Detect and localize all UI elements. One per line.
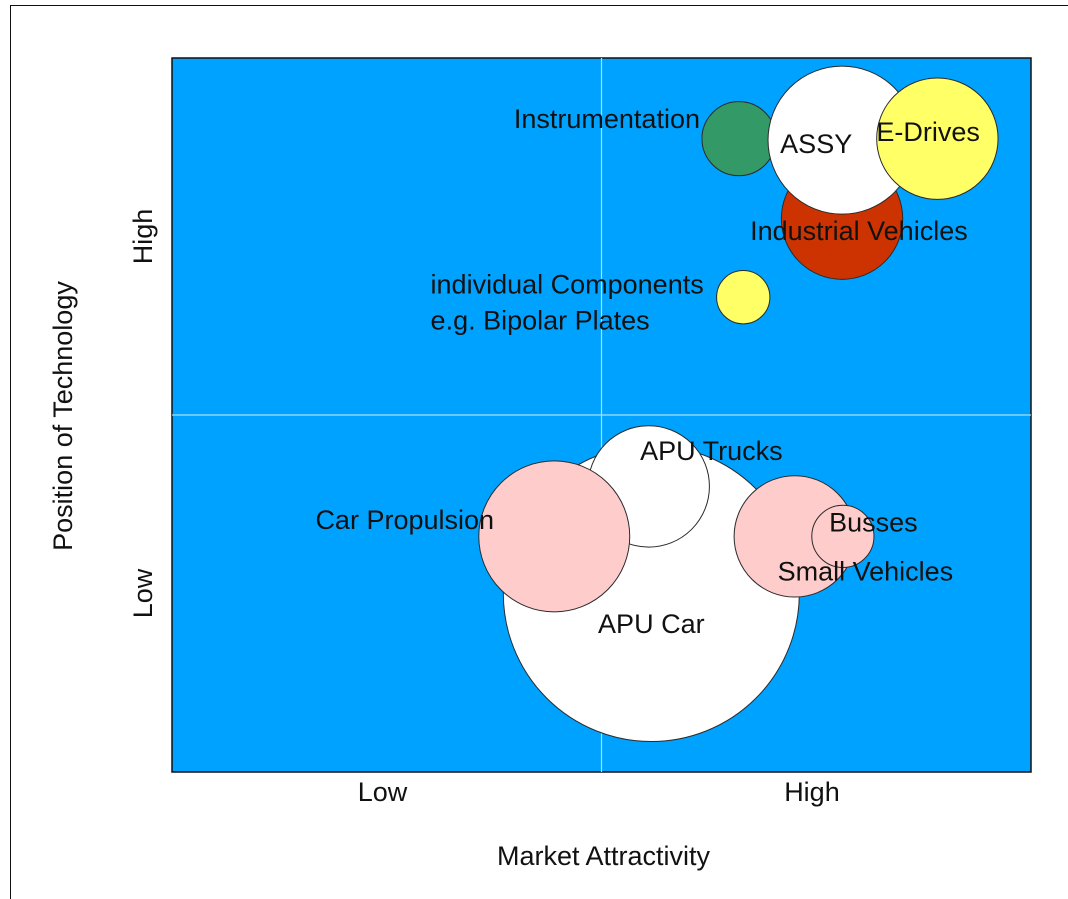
- axes: Market Attractivity Position of Technolo…: [48, 209, 840, 871]
- bubble-car-propulsion: [478, 460, 631, 613]
- bubble-label-e-drives: E-Drives: [876, 117, 980, 147]
- bubble-label-apu-trucks: APU Trucks: [640, 436, 783, 466]
- x-axis-label: Market Attractivity: [497, 841, 711, 871]
- bubble-layer: [478, 65, 999, 742]
- bubble-individual-components: [716, 270, 771, 325]
- bubble-label-industrial-vehicles: Industrial Vehicles: [750, 216, 968, 246]
- bubble-label-small-vehicles: Small Vehicles: [778, 557, 954, 587]
- bubble-labels: APU Car APU Trucks Car Propulsion Busses Sma…: [315, 104, 979, 639]
- bubble-label-busses: Busses: [829, 507, 918, 537]
- bubble-e-drives: [876, 77, 999, 200]
- bubble-busses: [811, 504, 875, 568]
- x-tick-high: High: [784, 777, 840, 807]
- y-axis-label: Position of Technology: [48, 281, 78, 551]
- bubble-label-individual-components: individual Components: [431, 270, 704, 300]
- bubble-label-e-g-bipolar-plates: e.g. Bipolar Plates: [431, 305, 650, 335]
- y-tick-low: Low: [128, 568, 158, 618]
- bubble-instrumentation: [701, 101, 777, 177]
- bubble-label-assy: ASSY: [780, 129, 852, 159]
- bubble-label-car-propulsion: Car Propulsion: [315, 505, 494, 535]
- bubble-label-apu-car: APU Car: [598, 609, 705, 639]
- x-tick-low: Low: [358, 777, 408, 807]
- y-tick-high: High: [128, 209, 158, 265]
- bubble-label-instrumentation: Instrumentation: [514, 104, 700, 134]
